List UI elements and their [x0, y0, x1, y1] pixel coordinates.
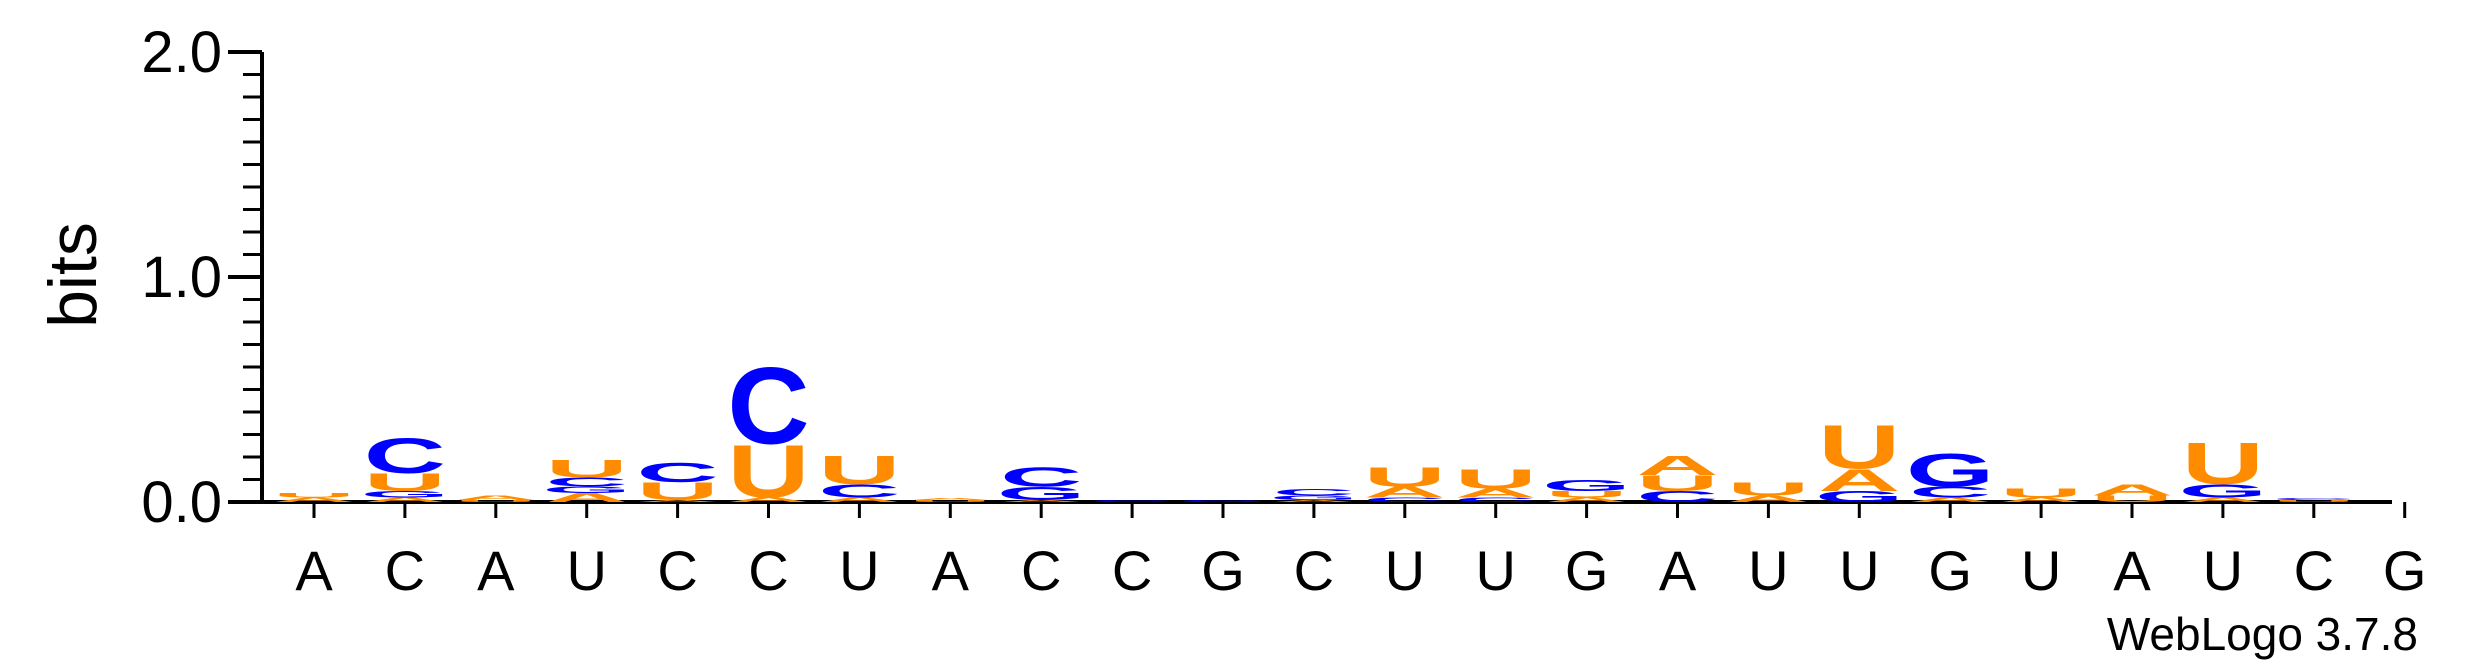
logo-letter-A-pos-7: A [818, 496, 900, 503]
x-tick-label-7: U [839, 539, 879, 602]
logo-letter-C-pos-16: C [1636, 488, 1718, 505]
logo-letter-A-pos-9: A [1000, 499, 1082, 502]
logo-letter-A-pos-19: A [1909, 496, 1991, 503]
x-tick-label-12: C [1294, 539, 1334, 602]
logo-letter-C-pos-5: C [636, 456, 718, 488]
logo-letter-U-pos-18: U [1818, 412, 1900, 481]
x-tick-label-6: C [748, 539, 788, 602]
logo-letter-U-pos-2: U [364, 468, 446, 496]
x-tick-label-5: C [657, 539, 697, 602]
logo-letter-A-pos-2: A [364, 496, 446, 503]
logo-letter-C-pos-19: C [1909, 483, 1991, 500]
logo-letter-A-pos-12: A [1273, 499, 1355, 502]
x-tick-label-20: U [2021, 539, 2061, 602]
logo-letter-U-pos-13: U [1364, 461, 1446, 493]
x-tick-label-15: G [1565, 539, 1609, 602]
x-tick-label-2: C [385, 539, 425, 602]
logo-letter-G-pos-15: G [1542, 477, 1631, 494]
x-tick-label-22: U [2203, 539, 2243, 602]
y-tick-label-0: 0.0 [141, 470, 222, 535]
y-tick-label-1: 1.0 [141, 245, 222, 310]
x-tick-label-8: A [932, 539, 970, 602]
logo-letter-A-pos-14: A [1455, 486, 1537, 500]
x-tick-label-1: A [295, 539, 333, 602]
logo-letter-A-pos-1: A [273, 496, 355, 503]
logo-letter-A-pos-3: A [455, 494, 537, 501]
y-tick-label-2: 2.0 [141, 20, 222, 85]
logo-letter-C-pos-12: C [1273, 487, 1355, 497]
logo-letter-C-pos-23: C [2273, 497, 2355, 500]
logo-letter-U-pos-6: U [727, 431, 809, 514]
x-tick-label-23: C [2294, 539, 2334, 602]
logo-letter-A-pos-21: A [2091, 481, 2173, 498]
logo-letter-U-pos-17: U [1727, 478, 1809, 499]
logo-letter-A-pos-6: A [727, 496, 809, 503]
logo-letter-A-pos-13: A [1364, 483, 1446, 500]
logo-letter-C-pos-6: C [727, 345, 809, 467]
logo-letter-A-pos-8: A [909, 497, 991, 500]
logo-letter-U-pos-21: U [2091, 494, 2173, 504]
x-tick-label-4: U [566, 539, 606, 602]
logo-letter-G-pos-12: G [1270, 494, 1359, 501]
logo-letter-A-pos-17: A [1727, 494, 1809, 504]
logo-letter-U-pos-5: U [636, 477, 718, 505]
logo-letter-C-pos-10: C [1091, 499, 1173, 502]
logo-letter-U-pos-14: U [1455, 463, 1537, 495]
x-tick-label-13: U [1385, 539, 1425, 602]
logo-letter-U-pos-7: U [818, 448, 900, 493]
logo-letter-U-pos-3: U [455, 499, 537, 502]
y-axis-label: bits [35, 222, 111, 328]
logo-letter-A-pos-20: A [2000, 496, 2082, 503]
logo-letter-A-pos-18: A [1818, 462, 1900, 497]
logo-letter-A-pos-4: A [546, 491, 628, 505]
logo-letter-A-pos-5: A [636, 499, 718, 502]
logo-letter-U-pos-22: U [2182, 431, 2264, 497]
logo-letter-C-pos-4: C [546, 475, 628, 489]
logo-letter-A-pos-22: A [2182, 496, 2264, 503]
logo-letter-U-pos-1: U [273, 492, 355, 499]
x-tick-label-18: U [1839, 539, 1879, 602]
logo-letter-U-pos-4: U [546, 455, 628, 483]
logo-letter-C-pos-9: C [1000, 461, 1082, 493]
x-tick-label-24: G [2383, 539, 2427, 602]
logo-letter-U-pos-8: U [909, 499, 991, 502]
x-tick-label-3: A [477, 539, 515, 602]
x-tick-label-11: G [1201, 539, 1245, 602]
logo-letter-A-pos-16: A [1636, 450, 1718, 482]
logo-letter-G-pos-11: G [1179, 499, 1268, 502]
logo-letter-C-pos-7: C [818, 481, 900, 502]
logo-letter-G-pos-2: G [361, 489, 450, 499]
x-tick-label-16: A [1659, 539, 1697, 602]
logo-letter-G-pos-19: G [1906, 444, 1995, 496]
logo-letter-U-pos-16: U [1636, 471, 1718, 495]
logo-letter-U-pos-20: U [2000, 486, 2082, 500]
logo-letter-G-pos-22: G [2179, 481, 2268, 502]
logo-letter-U-pos-23: U [2273, 499, 2355, 502]
y-axis-ticks [228, 50, 262, 504]
weblogo-credit: WebLogo 3.7.8 [2107, 608, 2418, 660]
logo-letter-G-pos-4: G [542, 485, 631, 495]
logo-letter-U-pos-15: U [1545, 489, 1627, 499]
logo-letter-C-pos-13: C [1364, 496, 1446, 503]
logo-letter-C-pos-2: C [364, 427, 446, 483]
x-tick-label-14: U [1475, 539, 1515, 602]
x-tick-label-21: A [2113, 539, 2151, 602]
logo-letter-C-pos-14: C [1455, 496, 1537, 503]
x-tick-label-19: G [1928, 539, 1972, 602]
logo-letter-A-pos-15: A [1545, 496, 1627, 503]
x-tick-label-10: C [1112, 539, 1152, 602]
x-tick-label-17: U [1748, 539, 1788, 602]
logo-letter-G-pos-9: G [997, 483, 1086, 504]
x-tick-label-9: C [1021, 539, 1061, 602]
logo-letter-G-pos-18: G [1815, 488, 1904, 505]
